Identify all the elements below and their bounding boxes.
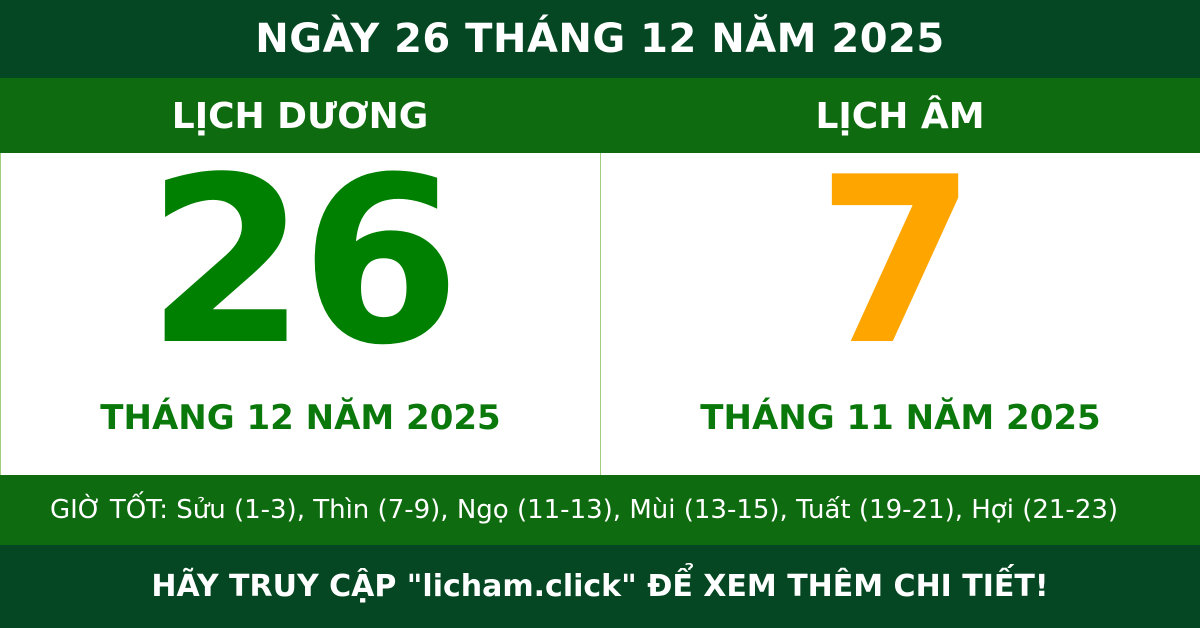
lunar-day: 7	[816, 129, 976, 396]
footer-cta: HÃY TRUY CẬP "licham.click" ĐỂ XEM THÊM …	[0, 545, 1200, 628]
lunar-panel: 7 THÁNG 11 NĂM 2025	[600, 143, 1200, 475]
page-title: NGÀY 26 THÁNG 12 NĂM 2025	[0, 0, 1200, 78]
calendar-labels: LỊCH DƯƠNG LỊCH ÂM	[0, 78, 1200, 153]
lunar-label: LỊCH ÂM	[815, 96, 985, 137]
solar-month-year: THÁNG 12 NĂM 2025	[100, 398, 501, 438]
lunar-month-year: THÁNG 11 NĂM 2025	[700, 398, 1101, 438]
good-hours: GIỜ TỐT: Sửu (1-3), Thìn (7-9), Ngọ (11-…	[0, 475, 1200, 545]
solar-label: LỊCH DƯƠNG	[171, 96, 429, 137]
solar-panel: 26 THÁNG 12 NĂM 2025	[0, 143, 600, 475]
solar-day: 26	[146, 129, 460, 396]
